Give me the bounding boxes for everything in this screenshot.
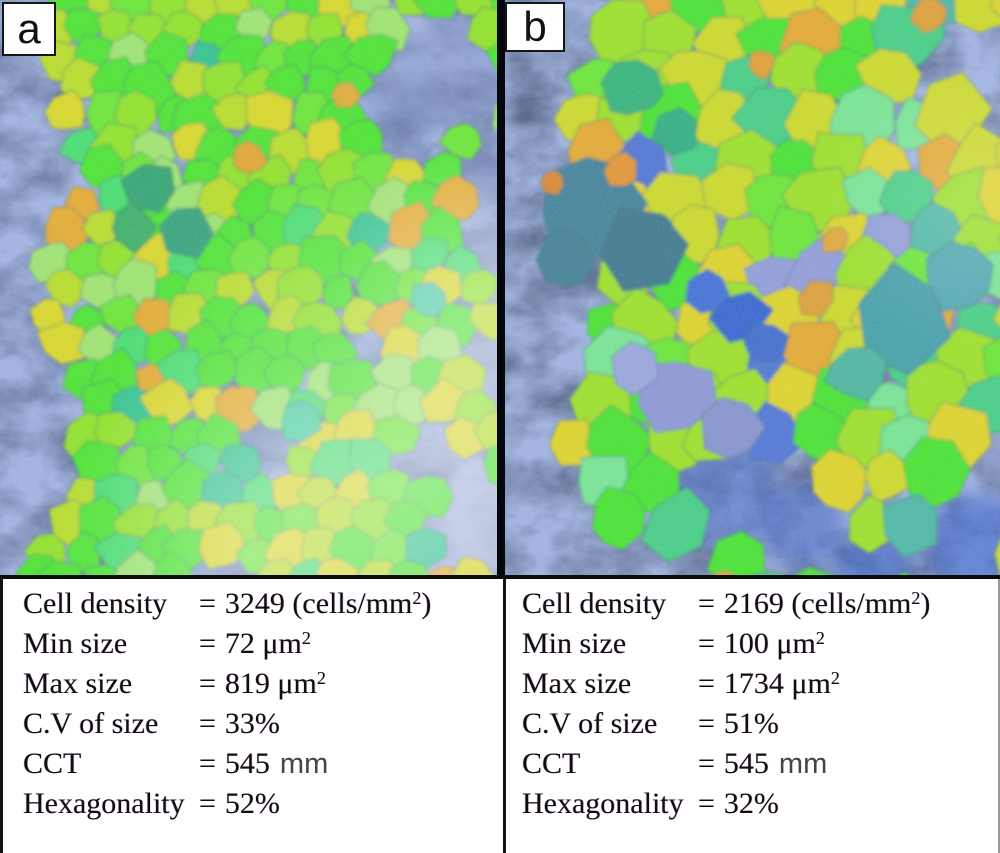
stat-label: Max size (23, 667, 133, 700)
stat-label: Hexagonality (522, 787, 684, 820)
stat-value: = 51% (698, 707, 779, 740)
stat-row: Cell density = 3249 (cells/mm2) (23, 584, 503, 624)
measurement-stats-section: Cell density = 3249 (cells/mm2) Min size = 72… (0, 575, 1000, 853)
stat-label: Cell density (23, 587, 168, 620)
stat-row: Min size = 72 μm2 (23, 624, 503, 664)
stat-value: = 819 μm2 (199, 667, 326, 700)
unit-label: mm (778, 748, 828, 780)
stat-label: Cell density (522, 587, 667, 620)
stat-row: C.V of size = 33% (23, 704, 503, 744)
equals-sign: = (698, 667, 715, 700)
equals-sign: = (199, 707, 216, 740)
equals-sign: = (698, 627, 715, 660)
superscript: 2 (830, 668, 840, 688)
stat-value: = 2169 (cells/mm2) (698, 587, 931, 620)
panel-label-a: a (2, 2, 56, 56)
stat-row: Cell density = 2169 (cells/mm2) (522, 584, 998, 624)
equals-sign: = (698, 787, 715, 820)
equals-sign: = (199, 667, 216, 700)
stat-value: = 33% (199, 707, 280, 740)
stat-label: CCT (522, 747, 581, 780)
equals-sign: = (199, 747, 216, 780)
stat-value: = 545 mm (199, 747, 329, 780)
equals-sign: = (199, 787, 216, 820)
stat-row: CCT = 545 mm (522, 744, 998, 784)
stat-label: C.V of size (23, 707, 159, 740)
stat-row: Min size = 100 μm2 (522, 624, 998, 664)
stat-row: CCT = 545 mm (23, 744, 503, 784)
equals-sign: = (199, 627, 216, 660)
superscript: 2 (911, 588, 921, 608)
superscript: 2 (316, 668, 326, 688)
endothelial-cell-mosaic-b (505, 0, 1000, 575)
stat-label: Min size (522, 627, 627, 660)
equals-sign: = (698, 587, 715, 620)
micrograph-panels: a b (0, 0, 1000, 575)
equals-sign: = (698, 707, 715, 740)
stat-value: = 72 μm2 (199, 627, 311, 660)
stat-value: = 545 mm (698, 747, 828, 780)
stat-label: Min size (23, 627, 128, 660)
equals-sign: = (199, 587, 216, 620)
superscript: 2 (815, 628, 825, 648)
stat-row: Hexagonality = 52% (23, 784, 503, 824)
stat-row: Hexagonality = 32% (522, 784, 998, 824)
micrograph-panel-a: a (0, 0, 497, 575)
stat-value: = 32% (698, 787, 779, 820)
stats-panel-b: Cell density = 2169 (cells/mm2) Min size = 10… (503, 579, 1000, 853)
panel-label-a-text: a (17, 5, 41, 52)
panel-label-b: b (505, 2, 565, 52)
unit-label: mm (279, 748, 329, 780)
superscript: 2 (412, 588, 422, 608)
panel-label-b-text: b (523, 3, 547, 50)
stat-label: C.V of size (522, 707, 658, 740)
stat-label: Max size (522, 667, 632, 700)
stat-row: C.V of size = 51% (522, 704, 998, 744)
stat-value: = 52% (199, 787, 280, 820)
stat-value: = 1734 μm2 (698, 667, 840, 700)
superscript: 2 (301, 628, 311, 648)
stat-row: Max size = 819 μm2 (23, 664, 503, 704)
stat-label: CCT (23, 747, 82, 780)
stat-value: = 3249 (cells/mm2) (199, 587, 432, 620)
stat-value: = 100 μm2 (698, 627, 825, 660)
stat-label: Hexagonality (23, 787, 185, 820)
stats-panel-a: Cell density = 3249 (cells/mm2) Min size = 72… (0, 579, 503, 853)
micrograph-panel-b: b (505, 0, 1000, 575)
stat-row: Max size = 1734 μm2 (522, 664, 998, 704)
endothelial-cell-mosaic-a (0, 0, 497, 575)
equals-sign: = (698, 747, 715, 780)
panel-divider (497, 0, 505, 575)
